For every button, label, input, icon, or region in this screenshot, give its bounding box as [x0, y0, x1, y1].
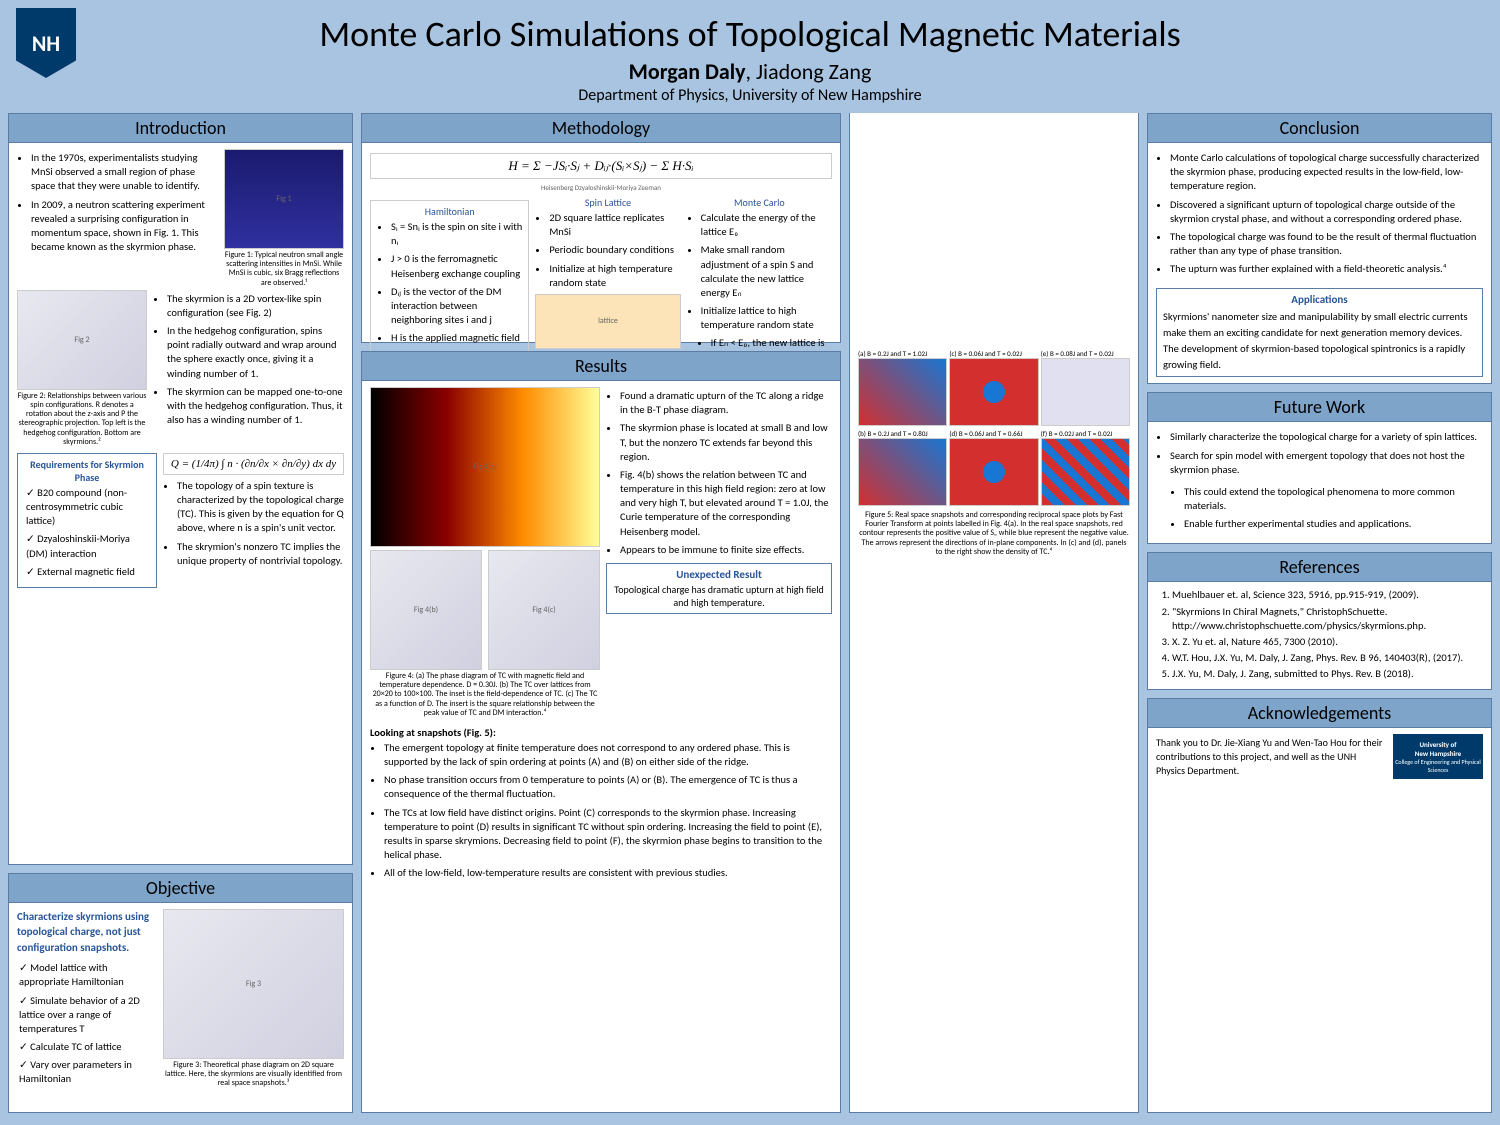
- results-header: Results: [362, 352, 840, 381]
- fig1-caption: Figure 1: Typical neutron small angle sc…: [224, 251, 344, 288]
- fig2-caption: Figure 2: Relationships between various …: [17, 392, 147, 447]
- objective-item: Vary over parameters in Hamiltonian: [19, 1058, 157, 1086]
- applications-box: Applications Skyrmions' nanometer size a…: [1156, 288, 1483, 377]
- req-title: Requirements for Skyrmion Phase: [24, 458, 150, 484]
- conclusion-bullet: Monte Carlo calculations of topological …: [1170, 151, 1483, 194]
- ack-text: Thank you to Dr. Jie-Xiang Yu and Wen-Ta…: [1156, 736, 1387, 778]
- poster-header: NH Monte Carlo Simulations of Topologica…: [8, 8, 1492, 113]
- mc-item: Initialize lattice to high temperature r…: [701, 304, 832, 332]
- figure-4a: Fig 4(a): [370, 387, 600, 547]
- equation-H: H = Σ −JSᵢ·Sⱼ + Dᵢⱼ·(Sᵢ×Sⱼ) − Σ H·Sᵢ: [370, 153, 832, 179]
- results-snapshots-panel: (a) B = 0.2J and T = 1.02J (c) B = 0.06J…: [849, 113, 1139, 1113]
- objective-panel: Objective Characterize skyrmions using t…: [8, 873, 353, 1113]
- fig3-caption: Figure 3: Theoretical phase diagram on 2…: [163, 1061, 344, 1089]
- equation-Q: Q = (1/4π) ∫ n · (∂n/∂x × ∂n/∂y) dx dy: [163, 453, 344, 475]
- mc-title: Monte Carlo: [687, 196, 832, 209]
- eq-labels: Heisenberg Dzyaloshinskii-Moriya Zeeman: [370, 183, 832, 192]
- objective-item: Model lattice with appropriate Hamiltoni…: [19, 961, 157, 989]
- unexpected-box: Unexpected Result Topological charge has…: [606, 563, 832, 614]
- objective-item: Simulate behavior of a 2D lattice over a…: [19, 994, 157, 1037]
- lattice-item: Initialize at high temperature random st…: [549, 262, 680, 290]
- intro-bullet: The topology of a spin texture is charac…: [177, 479, 344, 536]
- methodology-header: Methodology: [362, 114, 840, 143]
- conclusion-bullet: Discovered a significant upturn of topol…: [1170, 198, 1483, 226]
- intro-bullet: The skyrmion is a 2D vortex-like spin co…: [167, 292, 344, 320]
- ham-item: J > 0 is the ferromagnetic Heisenberg ex…: [391, 252, 522, 280]
- future-sub-bullet: This could extend the topological phenom…: [1184, 485, 1483, 513]
- reference-item: Muehlbauer et. al, Science 323, 5916, pp…: [1172, 588, 1483, 602]
- fig4-caption: Figure 4: (a) The phase diagram of TC wi…: [370, 672, 600, 718]
- applications-text: Skyrmions' nanometer size and manipulabi…: [1163, 309, 1476, 372]
- future-work-header: Future Work: [1148, 393, 1491, 422]
- objective-item: Calculate TC of lattice: [19, 1040, 157, 1054]
- poster-authors: Morgan Daly, Jiadong Zang: [8, 58, 1492, 85]
- introduction-panel: Introduction In the 1970s, experimentali…: [8, 113, 353, 865]
- poster-affiliation: Department of Physics, University of New…: [8, 86, 1492, 105]
- future-bullet: Search for spin model with emergent topo…: [1170, 449, 1483, 477]
- intro-bullet: In the hedgehog configuration, spins poi…: [167, 324, 344, 381]
- figure-4c: Fig 4(c): [488, 550, 600, 670]
- applications-title: Applications: [1163, 293, 1476, 306]
- introduction-header: Introduction: [9, 114, 352, 143]
- results-bullet: Appears to be immune to finite size effe…: [620, 543, 832, 557]
- ham-item: Dᵢⱼ is the vector of the DM interaction …: [391, 285, 522, 328]
- results-bullet: The skyrmion phase is located at small B…: [620, 421, 832, 464]
- lattice-item: 2D square lattice replicates MnSi: [549, 211, 680, 239]
- unh-coe-logo: University of New Hampshire College of E…: [1393, 734, 1483, 779]
- figure-1: Fig 1: [224, 149, 344, 249]
- references-header: References: [1148, 553, 1491, 582]
- figure-5-grid: (a) B = 0.2J and T = 1.02J (c) B = 0.06J…: [858, 349, 1130, 507]
- ham-item: Sᵢ = Snᵢ is the spin on site i with nᵢ: [391, 220, 522, 248]
- future-bullet: Similarly characterize the topological c…: [1170, 430, 1483, 444]
- snapshots-title: Looking at snapshots (Fig. 5):: [370, 726, 832, 739]
- snapshot-bullet: All of the low-field, low-temperature re…: [384, 866, 832, 880]
- intro-bullet: The skrymion's nonzero TC implies the un…: [177, 540, 344, 568]
- lattice-diagram: lattice: [535, 294, 680, 349]
- unexpected-title: Unexpected Result: [613, 568, 825, 581]
- snapshot-bullet: The TCs at low field have distinct origi…: [384, 806, 832, 863]
- objective-main: Characterize skyrmions using topological…: [17, 909, 157, 955]
- unexpected-text: Topological charge has dramatic upturn a…: [613, 583, 825, 609]
- future-work-panel: Future Work Similarly characterize the t…: [1147, 392, 1492, 544]
- req-item: External magnetic field: [26, 565, 150, 579]
- acknowledgements-panel: Acknowledgements Thank you to Dr. Jie-Xi…: [1147, 698, 1492, 1113]
- poster-title: Monte Carlo Simulations of Topological M…: [8, 12, 1492, 56]
- fig5-caption: Figure 5: Real space snapshots and corre…: [858, 511, 1130, 557]
- references-panel: References Muehlbauer et. al, Science 32…: [1147, 552, 1492, 690]
- intro-bullet: In 2009, a neutron scattering experiment…: [31, 198, 218, 255]
- snapshot-bullet: The emergent topology at finite temperat…: [384, 741, 832, 769]
- intro-bullet: In the 1970s, experimentalists studying …: [31, 151, 218, 194]
- conclusion-bullet: The upturn was further explained with a …: [1170, 262, 1483, 276]
- ham-item: H is the applied magnetic field: [391, 331, 522, 345]
- snapshot-bullet: No phase transition occurs from 0 temper…: [384, 773, 832, 801]
- conclusion-header: Conclusion: [1148, 114, 1491, 143]
- req-item: B20 compound (non-centrosymmetric cubic …: [26, 486, 150, 529]
- figure-2: Fig 2: [17, 290, 147, 390]
- future-sub-bullet: Enable further experimental studies and …: [1184, 517, 1483, 531]
- reference-item: J.X. Yu, M. Daly, J. Zang, submitted to …: [1172, 667, 1483, 681]
- reference-item: W.T. Hou, J.X. Yu, M. Daly, J. Zang, Phy…: [1172, 651, 1483, 665]
- intro-bullet: The skyrmion can be mapped one-to-one wi…: [167, 385, 344, 428]
- figure-4b: Fig 4(b): [370, 550, 482, 670]
- req-item: Dzyaloshinskii-Moriya (DM) interaction: [26, 532, 150, 560]
- results-bullet: Found a dramatic upturn of the TC along …: [620, 389, 832, 417]
- ham-title: Hamiltonian: [377, 205, 522, 218]
- reference-item: X. Z. Yu et. al, Nature 465, 7300 (2010)…: [1172, 635, 1483, 649]
- objective-header: Objective: [9, 874, 352, 903]
- mc-item: Calculate the energy of the lattice E₀: [701, 211, 832, 239]
- methodology-panel: Methodology H = Σ −JSᵢ·Sⱼ + Dᵢⱼ·(Sᵢ×Sⱼ) …: [361, 113, 841, 343]
- results-panel-left: Results Fig 4(a) Fig 4(b) Fig 4(c) Figur…: [361, 351, 841, 1113]
- results-bullet: Fig. 4(b) shows the relation between TC …: [620, 468, 832, 539]
- reference-item: "Skyrmions In Chiral Magnets," Christoph…: [1172, 605, 1483, 633]
- figure-3: Fig 3: [163, 909, 344, 1059]
- lattice-item: Periodic boundary conditions: [549, 243, 680, 257]
- lattice-title: Spin Lattice: [535, 196, 680, 209]
- acknowledgements-header: Acknowledgements: [1148, 699, 1491, 728]
- mc-item: Make small random adjustment of a spin S…: [701, 243, 832, 300]
- conclusion-panel: Conclusion Monte Carlo calculations of t…: [1147, 113, 1492, 384]
- conclusion-bullet: The topological charge was found to be t…: [1170, 230, 1483, 258]
